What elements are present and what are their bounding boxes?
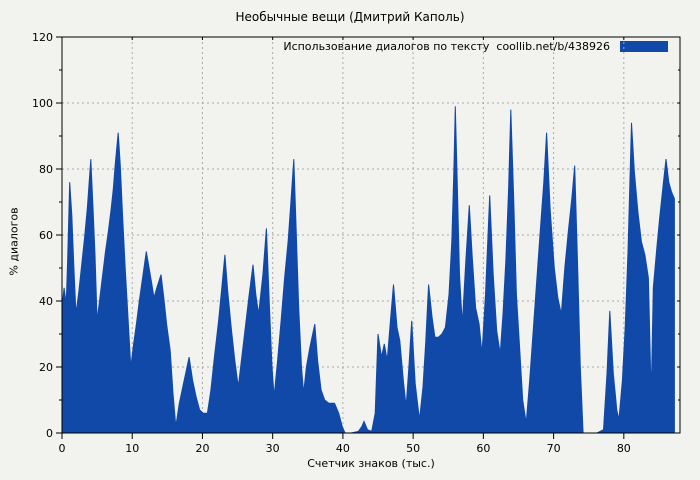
chart-title: Необычные вещи (Дмитрий Каполь)	[235, 10, 465, 24]
x-tick-label: 50	[406, 442, 420, 455]
y-tick-label: 40	[39, 295, 53, 308]
x-tick-label: 70	[547, 442, 561, 455]
x-tick-label: 10	[125, 442, 139, 455]
area-series	[61, 106, 675, 434]
x-tick-label: 30	[266, 442, 280, 455]
y-tick-label: 80	[39, 163, 53, 176]
x-tick-label: 0	[59, 442, 66, 455]
x-tick-label: 80	[617, 442, 631, 455]
y-tick-label: 60	[39, 229, 53, 242]
y-tick-label: 20	[39, 361, 53, 374]
x-axis-title: Счетчик знаков (тыс.)	[307, 457, 435, 470]
y-tick-label: 0	[46, 427, 53, 440]
x-tick-label: 20	[195, 442, 209, 455]
x-tick-label: 60	[476, 442, 490, 455]
legend-swatch	[620, 41, 668, 52]
y-tick-label: 120	[32, 31, 53, 44]
y-tick-label: 100	[32, 97, 53, 110]
legend-label: Использование диалогов по тексту coollib…	[283, 40, 610, 53]
x-tick-label: 40	[336, 442, 350, 455]
